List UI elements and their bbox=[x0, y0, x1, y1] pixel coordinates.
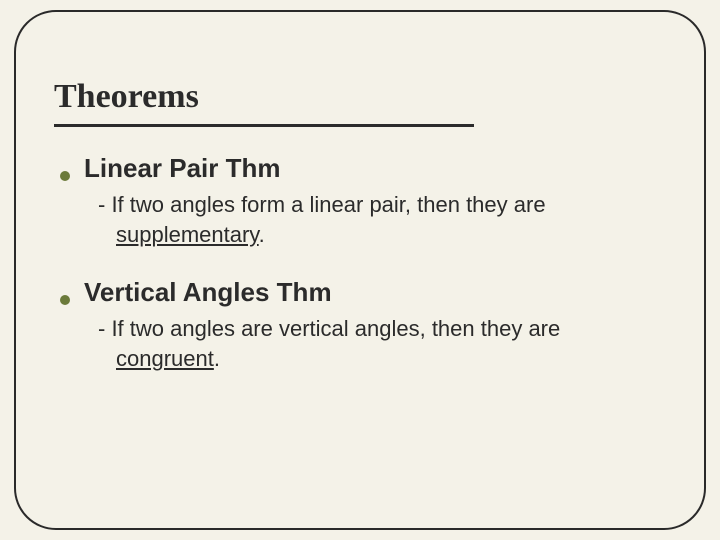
list-item: Linear Pair Thm bbox=[60, 153, 666, 184]
bullet-icon bbox=[60, 171, 70, 181]
theorem-body: - If two angles are vertical angles, the… bbox=[98, 314, 658, 373]
list-item: Vertical Angles Thm bbox=[60, 277, 666, 308]
theorem-text-prefix: - If two angles form a linear pair, then… bbox=[98, 192, 546, 217]
theorem-text-suffix: . bbox=[214, 346, 220, 371]
theorem-text-prefix: - If two angles are vertical angles, the… bbox=[98, 316, 560, 341]
bullet-icon bbox=[60, 295, 70, 305]
title-underline bbox=[54, 124, 474, 127]
theorem-name: Linear Pair Thm bbox=[84, 153, 281, 184]
slide-content: Theorems Linear Pair Thm - If two angles… bbox=[54, 78, 666, 402]
theorem-keyword: supplementary bbox=[116, 222, 259, 247]
theorem-body: - If two angles form a linear pair, then… bbox=[98, 190, 658, 249]
theorem-text-suffix: . bbox=[259, 222, 265, 247]
slide-title: Theorems bbox=[54, 78, 666, 122]
theorem-keyword: congruent bbox=[116, 346, 214, 371]
theorem-name: Vertical Angles Thm bbox=[84, 277, 332, 308]
